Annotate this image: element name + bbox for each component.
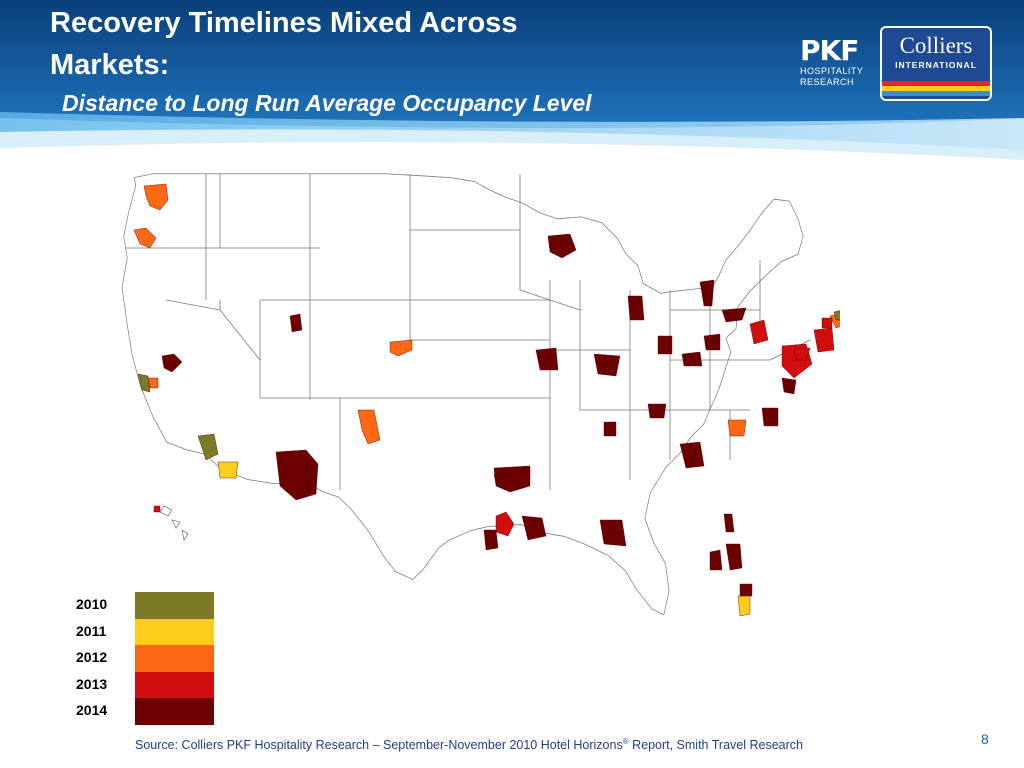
source-citation: Source: Colliers PKF Hospitality Researc… [135, 737, 803, 752]
market-san-diego [217, 461, 239, 479]
market-st-louis [593, 353, 621, 377]
market-jacksonville [723, 513, 735, 533]
legend-row-2013: 2013 [76, 671, 216, 698]
colliers-stripe-red [882, 81, 990, 86]
state-outlines [121, 173, 811, 616]
market-providence [833, 310, 840, 321]
pkf-logo-line-2: RESEARCH [800, 77, 855, 87]
market-portland [133, 227, 157, 249]
market-honolulu [153, 505, 161, 513]
market-pittsburgh [749, 319, 769, 345]
legend-label: 2013 [76, 675, 108, 692]
legend-swatch [135, 592, 214, 619]
market-cincinnati [681, 351, 703, 367]
market-tampa [709, 549, 723, 571]
market-raleigh [761, 407, 779, 427]
hawaii-islands [159, 505, 189, 542]
legend-row-2010: 2010 [76, 592, 216, 619]
market-seattle [143, 183, 169, 211]
page-title: Recovery Timelines Mixed Across Markets: [50, 2, 650, 86]
registered-mark: ® [622, 737, 629, 746]
legend-swatch [135, 618, 214, 645]
pkf-logo-line-1: HOSPITALITY [800, 66, 864, 76]
market-austin [495, 511, 515, 537]
market-fort-worth [493, 473, 509, 485]
legend-label: 2012 [76, 649, 108, 665]
market-new-orleans [599, 519, 627, 547]
market-omaha [535, 347, 559, 371]
source-prefix: Source: Colliers PKF Hospitality Researc… [135, 738, 623, 753]
us-outline [121, 173, 804, 616]
market-columbus [703, 333, 721, 351]
market-houston [521, 515, 547, 541]
market-salt-lake [289, 313, 303, 333]
market-norfolk [781, 377, 797, 395]
state-borders [126, 174, 811, 490]
market-newark [821, 317, 833, 329]
us-market-map [121, 173, 840, 617]
colliers-logo-tagline: INTERNATIONAL [895, 60, 977, 70]
legend-row-2014: 2014 [76, 698, 216, 725]
market-los-angeles [197, 433, 219, 461]
header-background [0, 0, 1024, 160]
legend-row-2011: 2011 [76, 618, 216, 645]
market-minneapolis [547, 233, 577, 259]
legend-swatch [135, 645, 214, 672]
market-charlotte [727, 419, 747, 437]
page-subtitle: Distance to Long Run Average Occupancy L… [62, 90, 592, 116]
pkf-logo-mark: PKF [800, 34, 859, 67]
market-detroit [699, 279, 715, 307]
colliers-logo-name: Colliers [899, 33, 973, 58]
header-band: Recovery Timelines Mixed Across Markets:… [0, 0, 1024, 160]
pkf-logo: PKF HOSPITALITY RESEARCH [800, 36, 870, 88]
map-legend: 2010 2011 2012 2013 2014 [76, 592, 216, 725]
market-sacramento [161, 353, 183, 373]
colliers-logo: Colliers INTERNATIONAL [880, 26, 992, 101]
legend-label: 2010 [76, 596, 108, 612]
legend-label: 2011 [76, 622, 107, 639]
colliers-stripe-blue [882, 91, 990, 96]
market-phoenix [275, 449, 319, 501]
title-line-2: Markets: [50, 49, 170, 81]
market-nashville [647, 403, 667, 419]
market-memphis [603, 421, 617, 437]
legend-row-2012: 2012 [76, 645, 216, 672]
market-regions [133, 183, 840, 617]
page-number: 8 [981, 731, 989, 747]
market-chicago [627, 295, 645, 321]
market-miami [737, 595, 751, 617]
colliers-stripe-yellow [882, 86, 990, 91]
legend-label: 2014 [76, 702, 108, 718]
market-indianapolis [657, 335, 673, 355]
market-atlanta [679, 441, 705, 469]
market-oakland [147, 377, 159, 389]
market-orlando [725, 543, 743, 571]
legend-swatch [135, 671, 214, 698]
market-san-antonio [483, 529, 499, 551]
title-line-1: Recovery Timelines Mixed Across [50, 7, 518, 39]
market-baltimore [793, 347, 811, 361]
market-west-palm [739, 583, 753, 597]
market-albuquerque [357, 409, 381, 445]
source-suffix: Report, Smith Travel Research [628, 738, 803, 753]
market-sf-bay [137, 373, 151, 393]
market-cleveland [721, 307, 747, 323]
market-denver [389, 339, 413, 357]
legend-swatch [135, 698, 214, 725]
market-philadelphia [813, 327, 835, 353]
